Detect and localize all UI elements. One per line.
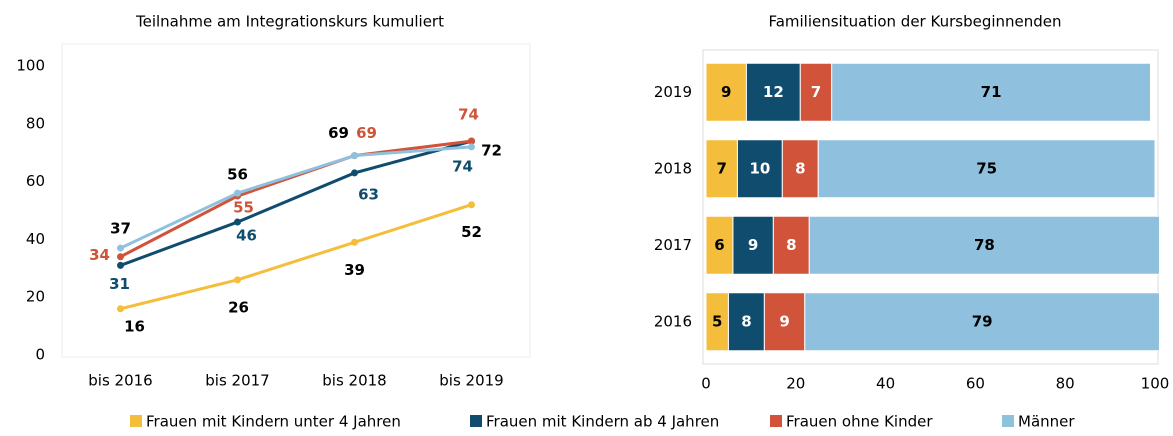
data-label: 7 — [811, 83, 821, 101]
y-tick-label: 2016 — [654, 312, 692, 330]
legend-swatch — [470, 415, 482, 427]
data-label: 5 — [712, 312, 722, 330]
x-tick-label: 20 — [786, 375, 805, 393]
chart-title: Familiensituation der Kursbeginnenden — [768, 13, 1061, 31]
legend-label: Frauen mit Kindern ab 4 Jahren — [486, 413, 719, 431]
data-label: 16 — [124, 317, 145, 335]
data-label: 56 — [227, 166, 248, 184]
bar-segment — [804, 292, 1160, 352]
data-label: 8 — [741, 312, 751, 330]
bar-segment — [727, 292, 765, 352]
data-label: 37 — [110, 220, 131, 238]
point — [468, 137, 475, 145]
point — [351, 238, 358, 246]
x-tick-label: bis 2019 — [439, 372, 503, 390]
data-label: 74 — [458, 106, 479, 124]
bar-segment — [705, 62, 747, 122]
data-label: 69 — [328, 124, 349, 142]
point — [117, 261, 124, 269]
x-tick-label: 0 — [701, 375, 711, 393]
data-label: 8 — [786, 236, 796, 254]
legend-swatch — [130, 415, 142, 427]
data-label: 71 — [981, 83, 1002, 101]
data-label: 6 — [714, 236, 724, 254]
data-label: 31 — [109, 275, 130, 293]
bar-segment — [808, 215, 1160, 275]
line-series — [119, 145, 472, 250]
bar-segment — [799, 62, 833, 122]
bar-segment — [831, 62, 1152, 122]
bar-segment — [781, 139, 819, 199]
bar-segment — [763, 292, 806, 352]
y-tick-label: 100 — [16, 57, 45, 75]
data-label: 79 — [972, 312, 993, 330]
data-label: 9 — [779, 312, 789, 330]
legend-swatch — [770, 415, 782, 427]
legend-label: Frauen ohne Kinder — [786, 413, 933, 431]
legend-label: Frauen mit Kindern unter 4 Jahren — [146, 413, 401, 431]
chart-title: Teilnahme am Integrationskurs kumuliert — [135, 13, 444, 31]
data-label: 78 — [974, 236, 995, 254]
x-tick-label: bis 2018 — [322, 372, 386, 390]
y-tick-label: 80 — [26, 114, 45, 132]
data-label: 34 — [89, 246, 110, 264]
point — [117, 253, 124, 261]
point — [117, 305, 124, 313]
y-tick-label: 0 — [35, 346, 45, 364]
data-label: 8 — [795, 159, 805, 177]
data-label: 26 — [228, 298, 249, 316]
point — [234, 276, 241, 284]
plot-area — [61, 43, 531, 358]
bar-segment — [772, 215, 810, 275]
x-tick-label: bis 2016 — [88, 372, 152, 390]
y-tick-label: 60 — [26, 172, 45, 190]
data-label: 52 — [461, 223, 482, 241]
y-tick-label: 2018 — [654, 159, 692, 177]
x-tick-label: bis 2017 — [205, 372, 269, 390]
line-series — [120, 203, 472, 311]
point — [468, 143, 475, 151]
x-tick-label: 80 — [1056, 375, 1075, 393]
point — [234, 218, 241, 226]
data-label: 9 — [721, 83, 731, 101]
point — [468, 201, 475, 209]
point — [351, 169, 358, 177]
bar-segment — [705, 139, 738, 199]
point — [234, 189, 241, 197]
bar-segment — [817, 139, 1156, 199]
y-tick-label: 2019 — [654, 83, 692, 101]
legend-swatch — [1002, 415, 1014, 427]
x-tick-label: 60 — [966, 375, 985, 393]
data-label: 69 — [356, 124, 377, 142]
data-label: 9 — [748, 236, 758, 254]
data-label: 39 — [344, 261, 365, 279]
data-label: 72 — [481, 141, 502, 159]
data-label: 46 — [236, 227, 257, 245]
data-label: 12 — [763, 83, 784, 101]
data-label: 10 — [749, 159, 770, 177]
point — [351, 152, 358, 160]
bar-segment — [736, 139, 783, 199]
legend-label: Männer — [1018, 413, 1075, 431]
y-tick-label: 40 — [26, 230, 45, 248]
y-tick-label: 20 — [26, 288, 45, 306]
data-label: 75 — [976, 159, 997, 177]
line-series — [119, 139, 472, 267]
point — [117, 244, 124, 252]
x-tick-label: 40 — [876, 375, 895, 393]
data-label: 74 — [452, 158, 473, 176]
y-tick-label: 2017 — [654, 236, 692, 254]
data-label: 7 — [716, 159, 726, 177]
data-label: 63 — [358, 185, 379, 203]
bar-segment — [705, 215, 734, 275]
x-tick-label: 100 — [1141, 375, 1170, 393]
data-label: 55 — [233, 199, 254, 217]
